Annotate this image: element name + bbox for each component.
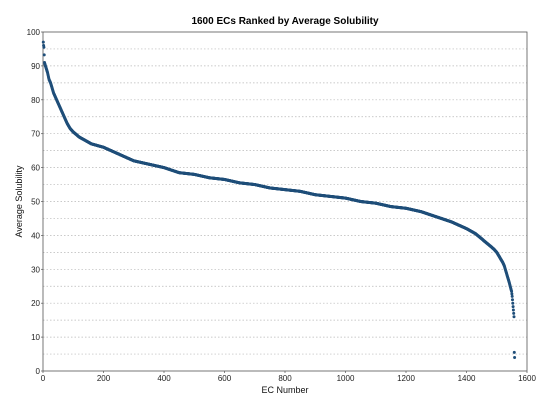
data-point	[132, 159, 136, 163]
data-point	[223, 177, 226, 181]
data-point	[511, 301, 515, 305]
y-tick-label: 70	[31, 130, 40, 139]
data-point	[512, 350, 516, 354]
x-tick-label: 600	[218, 374, 232, 383]
data-point	[53, 94, 57, 98]
data-point	[102, 145, 105, 149]
data-point-fill	[511, 305, 515, 309]
y-tick-label: 20	[31, 299, 40, 308]
data-point	[117, 152, 121, 156]
gridlines	[43, 48, 527, 355]
data-point	[486, 242, 490, 246]
data-point	[147, 162, 151, 166]
data-point	[68, 127, 72, 131]
data-point	[509, 286, 513, 290]
data-point	[328, 194, 332, 198]
data-point	[404, 206, 408, 210]
data-point	[77, 135, 81, 139]
x-tick-label: 200	[97, 374, 111, 383]
data-point	[238, 181, 242, 185]
data-point	[374, 201, 378, 205]
data-point	[359, 200, 363, 203]
data-point	[510, 289, 514, 293]
data-point	[505, 274, 509, 278]
data-point	[283, 188, 287, 192]
data-point	[62, 115, 66, 119]
y-tick-label: 100	[27, 28, 41, 37]
data-point	[513, 355, 517, 359]
y-tick-label: 60	[31, 164, 40, 173]
y-tick-label: 40	[31, 231, 40, 240]
x-tick-label: 1400	[458, 374, 476, 383]
data-point	[253, 183, 257, 187]
data-point	[498, 255, 502, 259]
data-point	[502, 264, 506, 268]
data-point	[43, 61, 47, 65]
data-point	[508, 283, 512, 287]
chart-title: 1600 ECs Ranked by Average Solubility	[191, 16, 379, 27]
y-tick-label: 30	[31, 265, 40, 274]
data-point	[492, 247, 496, 251]
data-point	[71, 130, 75, 134]
data-point-fill	[42, 53, 46, 57]
data-point	[504, 269, 508, 273]
data-point	[89, 142, 93, 146]
data-point	[46, 71, 50, 75]
y-tick-label: 80	[31, 96, 40, 105]
data-point	[192, 172, 196, 176]
data-point	[50, 86, 54, 90]
data-point	[41, 40, 45, 44]
x-tick-label: 400	[157, 374, 171, 383]
data-point	[465, 227, 468, 231]
data-point	[507, 279, 511, 283]
data-point	[59, 108, 63, 112]
data-point-fill	[510, 292, 514, 296]
data-point	[501, 261, 505, 265]
data-point-fill	[510, 298, 514, 302]
data-point	[510, 294, 514, 298]
data-point	[83, 138, 87, 142]
y-tick-label: 90	[31, 62, 40, 71]
x-tick-label: 0	[41, 374, 46, 383]
data-point	[313, 193, 317, 197]
x-tick-label: 800	[278, 374, 292, 383]
data-point	[177, 171, 181, 175]
data-point	[480, 237, 484, 241]
data-point	[65, 122, 69, 126]
x-tick-label: 1200	[397, 374, 415, 383]
data-point	[495, 250, 499, 254]
data-point	[42, 45, 46, 49]
data-point	[52, 91, 56, 95]
data-point	[389, 205, 393, 209]
data-points	[41, 40, 517, 359]
data-point	[95, 144, 99, 148]
data-point	[474, 232, 478, 236]
data-point	[434, 215, 438, 219]
data-point	[344, 196, 347, 200]
data-point	[512, 311, 516, 315]
data-point	[419, 210, 423, 214]
y-tick-label: 50	[31, 198, 40, 207]
data-point	[449, 220, 453, 224]
data-point	[162, 166, 166, 170]
data-point	[511, 308, 515, 312]
data-point	[56, 101, 60, 105]
data-point	[298, 189, 302, 193]
y-tick-label: 0	[36, 367, 41, 376]
x-axis-label: EC Number	[261, 385, 308, 395]
y-tick-label: 10	[31, 333, 40, 342]
data-point	[44, 66, 48, 70]
data-point	[49, 81, 53, 85]
data-point	[207, 176, 211, 180]
data-point	[47, 77, 51, 81]
data-point	[268, 186, 272, 190]
y-axis-label: Average Solubility	[14, 165, 24, 237]
x-tick-label: 1600	[518, 374, 536, 383]
x-tick-label: 1000	[337, 374, 355, 383]
data-point	[512, 315, 516, 319]
